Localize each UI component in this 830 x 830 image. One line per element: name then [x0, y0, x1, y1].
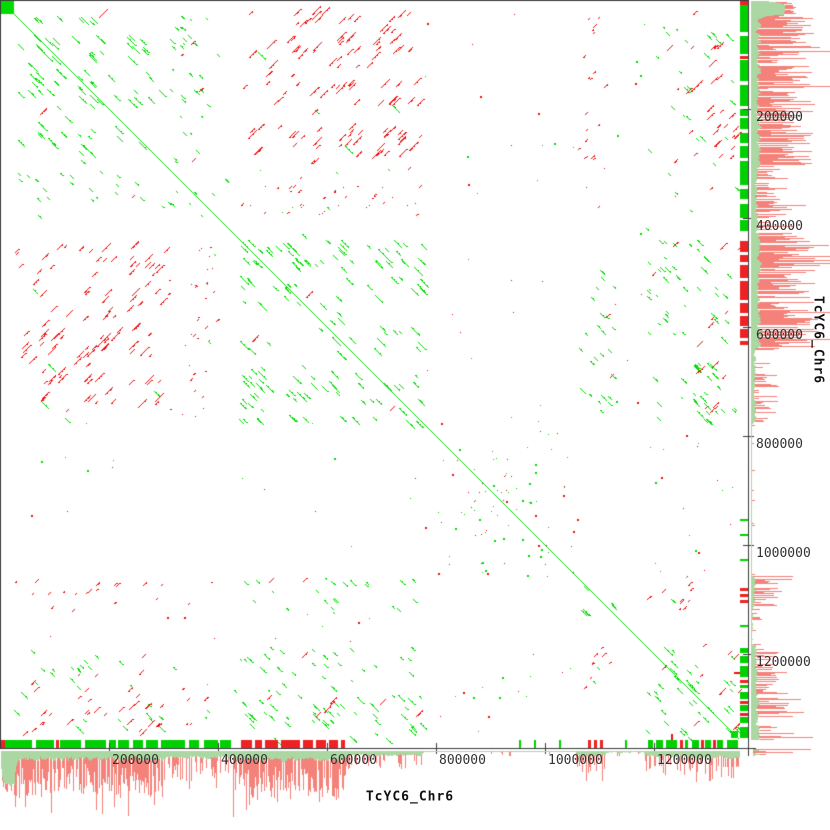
x-axis-tick-label: 600000: [330, 753, 377, 768]
x-axis-tick-label: 1200000: [657, 753, 712, 768]
y-axis-tick-label: 1200000: [756, 655, 811, 670]
x-axis-tick-label: 800000: [439, 753, 486, 768]
x-axis-tick-label: 200000: [112, 753, 159, 768]
y-axis-tick-label: 800000: [756, 437, 803, 452]
x-axis-tick-label: 400000: [221, 753, 268, 768]
y-axis-tick-label: 200000: [756, 110, 803, 125]
y-axis-tick-label: 600000: [756, 328, 803, 343]
x-axis-title: TcYC6_Chr6: [365, 789, 455, 805]
x-axis-tick-label: 1000000: [548, 753, 603, 768]
y-axis-tick-label: 1000000: [756, 546, 811, 561]
y-axis-tick-label: 400000: [756, 219, 803, 234]
y-axis-title: TcYC6_Chr6: [810, 295, 826, 385]
